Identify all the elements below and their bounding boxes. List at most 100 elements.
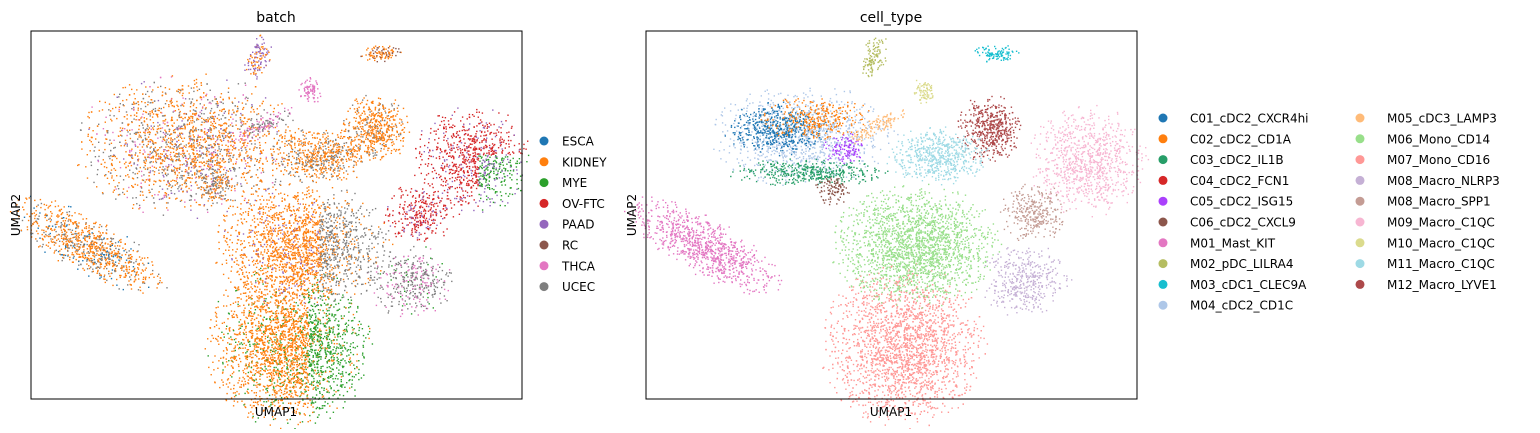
data-point (267, 302, 268, 303)
data-point (250, 308, 251, 309)
data-point (289, 244, 290, 245)
data-point (284, 335, 285, 336)
data-point (98, 239, 99, 240)
data-point (325, 272, 326, 273)
data-point (249, 272, 250, 273)
data-point (286, 239, 287, 240)
data-point (226, 326, 227, 327)
data-point (227, 232, 228, 233)
data-point (321, 239, 322, 240)
data-point (346, 326, 347, 327)
data-point (289, 330, 290, 331)
data-point (295, 235, 296, 236)
data-point (282, 233, 283, 234)
data-point (304, 341, 305, 342)
data-point (293, 319, 294, 320)
data-point (246, 368, 247, 369)
data-point (284, 380, 285, 381)
data-point (242, 258, 243, 259)
data-point (254, 221, 255, 222)
data-point (284, 233, 285, 234)
data-point (241, 381, 242, 382)
data-point (362, 284, 363, 285)
data-point (314, 209, 315, 210)
data-point (268, 255, 269, 256)
data-point (348, 354, 349, 355)
data-point (297, 305, 298, 306)
data-point (264, 306, 265, 307)
data-point (310, 236, 311, 237)
data-point (287, 419, 288, 420)
data-point (253, 243, 254, 244)
data-point (290, 319, 291, 320)
data-point (320, 290, 321, 291)
data-point (305, 364, 306, 365)
data-point (317, 417, 318, 418)
data-point (260, 340, 261, 341)
data-point (265, 272, 266, 273)
data-point (311, 335, 312, 336)
data-point (331, 230, 332, 231)
data-point (300, 329, 301, 330)
data-point (238, 364, 239, 365)
data-point (256, 382, 257, 383)
data-point (353, 347, 354, 348)
data-point (343, 330, 344, 331)
data-point (237, 401, 238, 402)
data-point (333, 362, 334, 363)
data-point (294, 349, 295, 350)
data-point (256, 235, 257, 236)
data-point (239, 358, 240, 359)
data-point (295, 198, 296, 199)
data-point (338, 242, 339, 243)
data-point (299, 207, 300, 208)
data-point (289, 321, 290, 322)
data-point (226, 348, 227, 349)
data-point (292, 233, 293, 234)
data-point (269, 275, 270, 276)
data-point (318, 414, 319, 415)
data-point (308, 324, 309, 325)
data-point (349, 379, 350, 380)
data-point (258, 256, 259, 257)
data-point (294, 362, 295, 363)
data-point (120, 277, 121, 278)
data-point (338, 361, 339, 362)
data-point (277, 254, 278, 255)
data-point (293, 377, 294, 378)
data-point (285, 272, 286, 273)
data-point (351, 258, 352, 259)
data-point (329, 366, 330, 367)
data-point (232, 226, 233, 227)
data-point (76, 253, 77, 254)
data-point (320, 350, 321, 351)
data-point (277, 338, 278, 339)
data-point (254, 345, 255, 346)
data-point (274, 302, 275, 303)
data-point (353, 328, 354, 329)
data-point (342, 252, 343, 253)
data-point (338, 303, 339, 304)
data-point (294, 197, 295, 198)
data-point (271, 360, 272, 361)
data-point (241, 324, 242, 325)
data-point (228, 338, 229, 339)
data-point (61, 209, 62, 210)
data-point (280, 379, 281, 380)
data-point (283, 383, 284, 384)
data-point (249, 312, 250, 313)
data-point (307, 333, 308, 334)
data-point (287, 257, 288, 258)
data-point (317, 302, 318, 303)
data-point (320, 309, 321, 310)
data-point (231, 351, 232, 352)
data-point (312, 227, 313, 228)
data-point (316, 282, 317, 283)
data-point (329, 257, 330, 258)
data-point (275, 248, 276, 249)
data-point (286, 368, 287, 369)
data-point (248, 323, 249, 324)
data-point (280, 216, 281, 217)
data-point (343, 228, 344, 229)
data-point (260, 253, 261, 254)
